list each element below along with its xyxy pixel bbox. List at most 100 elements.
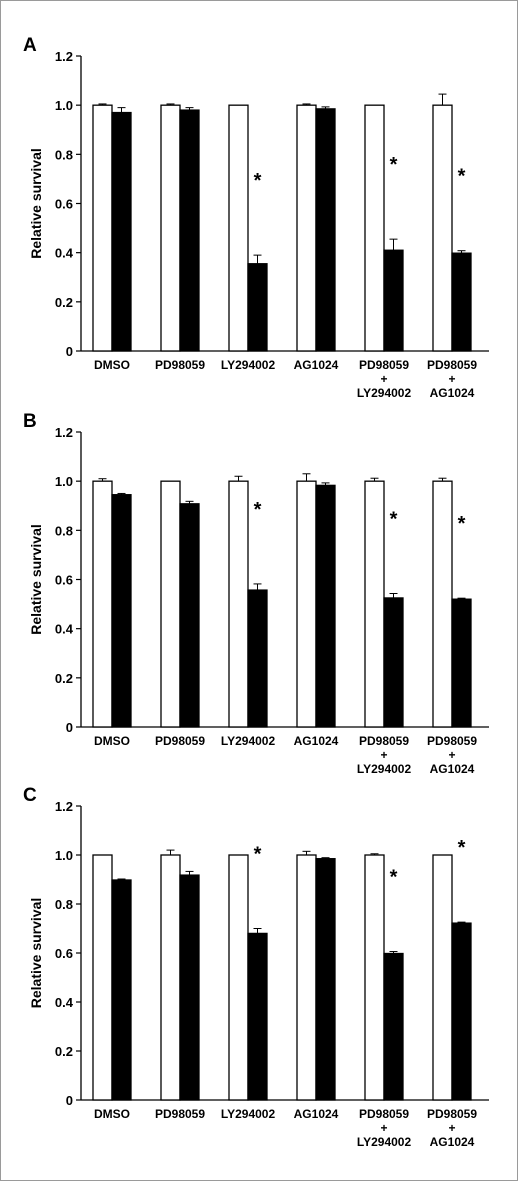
- x-tick-label: PD98059: [427, 358, 477, 372]
- x-tick-label: +: [380, 1121, 387, 1135]
- bar: [247, 263, 268, 352]
- bar: [179, 874, 200, 1101]
- x-tick-label: PD98059: [155, 1107, 205, 1121]
- bar: [179, 109, 200, 352]
- bar: [383, 597, 404, 728]
- x-tick-label: LY294002: [221, 1107, 276, 1121]
- bar: [228, 854, 249, 1101]
- x-tick-label: LY294002: [221, 734, 276, 748]
- x-tick-label: PD98059: [427, 734, 477, 748]
- bar: [432, 104, 453, 352]
- x-tick-label: DMSO: [94, 358, 130, 372]
- x-tick-label: +: [380, 372, 387, 386]
- bar: [451, 252, 472, 352]
- bar: [160, 854, 181, 1101]
- bar: [92, 104, 113, 352]
- x-tick-label: PD98059: [427, 1107, 477, 1121]
- panel-letter: C: [23, 785, 37, 806]
- significance-star: *: [458, 837, 466, 859]
- x-tick-label: AG1024: [430, 386, 475, 400]
- bar: [364, 480, 385, 728]
- y-tick-label: 0.6: [55, 573, 73, 588]
- bar: [179, 503, 200, 728]
- bar: [432, 854, 453, 1101]
- x-tick-label: AG1024: [294, 358, 339, 372]
- x-tick-label: AG1024: [430, 1135, 475, 1149]
- bar: [383, 249, 404, 352]
- bar: [247, 589, 268, 728]
- y-axis-label: Relative survival: [28, 898, 44, 1009]
- x-tick-label: DMSO: [94, 734, 130, 748]
- bar: [228, 480, 249, 728]
- y-tick-label: 1.0: [55, 848, 73, 863]
- bar: [296, 104, 317, 352]
- significance-star: *: [390, 867, 398, 889]
- bar: [92, 854, 113, 1101]
- y-tick-label: 0.8: [55, 523, 73, 538]
- y-tick-label: 1.2: [55, 49, 73, 64]
- bar: [432, 480, 453, 728]
- x-tick-label: AG1024: [294, 734, 339, 748]
- panel-c: C Relative survival 0 0.2 0.4 0.6 0.8 1.0 1.2 DMS…: [23, 785, 489, 1149]
- x-tick-label: PD98059: [359, 1107, 409, 1121]
- x-tick-label: AG1024: [294, 1107, 339, 1121]
- y-tick-label: 0.4: [55, 995, 74, 1010]
- bar: [247, 932, 268, 1101]
- significance-star: *: [390, 509, 398, 531]
- bar: [296, 854, 317, 1101]
- y-tick-label: 0.4: [55, 622, 74, 637]
- y-tick-label: 0: [66, 720, 73, 735]
- panel-letter: A: [23, 35, 37, 56]
- panel-a: A Relative survival 0 0.2 0.4 0.6 0.8 1.0 1.2 DMS…: [23, 35, 489, 400]
- y-tick-label: 1.2: [55, 799, 73, 814]
- bar: [364, 854, 385, 1101]
- y-tick-label: 0: [66, 1093, 73, 1108]
- y-tick-label: 0.6: [55, 946, 73, 961]
- bar: [315, 108, 336, 352]
- x-tick-label: AG1024: [430, 762, 475, 776]
- bar: [160, 480, 181, 728]
- bar: [111, 494, 132, 728]
- x-tick-label: LY294002: [357, 762, 412, 776]
- panel-b: B Relative survival 0 0.2 0.4 0.6 0.8 1.0 1.2 DMS…: [23, 411, 489, 776]
- bar: [451, 922, 472, 1101]
- significance-star: *: [458, 166, 466, 188]
- x-tick-label: PD98059: [359, 734, 409, 748]
- x-tick-label: PD98059: [155, 734, 205, 748]
- x-tick-label: LY294002: [357, 386, 412, 400]
- x-tick-label: +: [448, 372, 455, 386]
- x-tick-label: +: [448, 748, 455, 762]
- panel-letter: B: [23, 411, 37, 432]
- x-tick-label: +: [380, 748, 387, 762]
- bar: [315, 484, 336, 728]
- bar: [315, 858, 336, 1101]
- bar: [111, 111, 132, 352]
- y-axis-label: Relative survival: [28, 148, 44, 259]
- x-tick-label: +: [448, 1121, 455, 1135]
- y-tick-label: 0.2: [55, 1044, 73, 1059]
- significance-star: *: [390, 154, 398, 176]
- y-tick-label: 0.8: [55, 897, 73, 912]
- x-tick-label: LY294002: [221, 358, 276, 372]
- significance-star: *: [254, 170, 262, 192]
- bar: [451, 598, 472, 728]
- y-tick-label: 0.2: [55, 295, 73, 310]
- bar: [296, 480, 317, 728]
- y-tick-label: 1.0: [55, 474, 73, 489]
- x-tick-label: PD98059: [359, 358, 409, 372]
- bar: [228, 104, 249, 352]
- bar: [92, 480, 113, 728]
- y-tick-label: 1.0: [55, 98, 73, 113]
- y-tick-label: 0.4: [55, 246, 74, 261]
- x-tick-label: LY294002: [357, 1135, 412, 1149]
- significance-star: *: [458, 513, 466, 535]
- x-tick-label: PD98059: [155, 358, 205, 372]
- bar: [160, 104, 181, 352]
- y-tick-label: 0.8: [55, 147, 73, 162]
- bar: [383, 952, 404, 1101]
- x-tick-label: DMSO: [94, 1107, 130, 1121]
- y-axis-label: Relative survival: [28, 524, 44, 635]
- y-tick-label: 1.2: [55, 425, 73, 440]
